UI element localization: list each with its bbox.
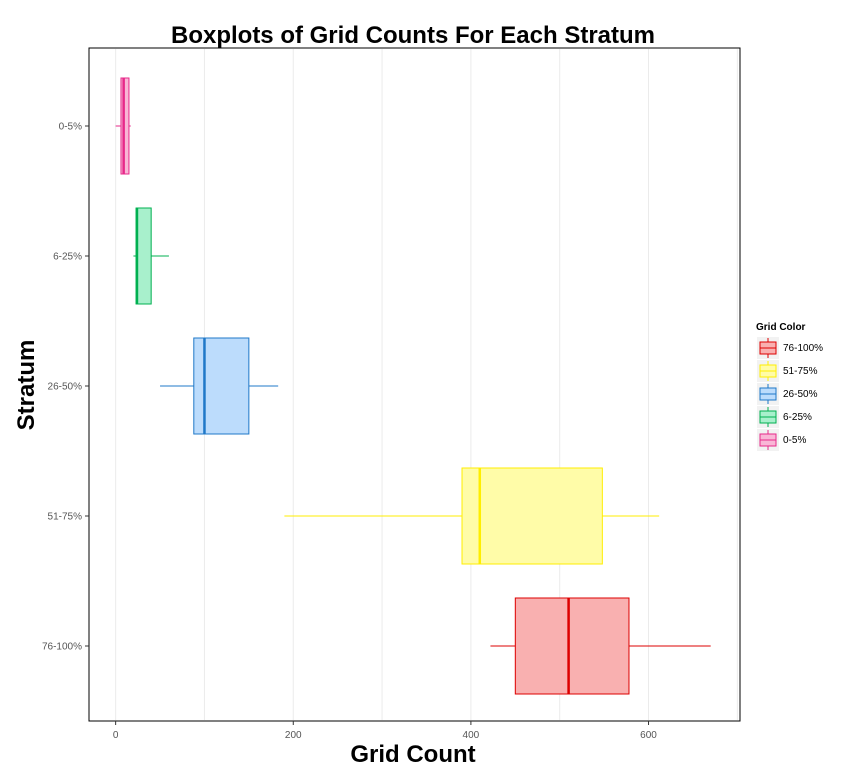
x-tick-label: 400 xyxy=(463,730,480,741)
x-axis-title: Grid Count xyxy=(350,741,475,768)
legend-item: 51-75% xyxy=(757,360,818,382)
y-tick-label: 51-75% xyxy=(48,512,83,523)
box-76-100% xyxy=(490,597,711,695)
box-iqr xyxy=(120,77,130,175)
chart-title: Boxplots of Grid Counts For Each Stratum xyxy=(171,22,655,49)
y-tick-label: 6-25% xyxy=(53,252,82,263)
legend: Grid Color 76-100% 51-75% 26-50% 6-25% 0-5% xyxy=(756,322,823,451)
x-tick-label: 0 xyxy=(113,730,119,741)
x-tick-label: 600 xyxy=(640,730,657,741)
legend-title: Grid Color xyxy=(756,322,806,333)
plot-panel xyxy=(88,47,741,722)
box-iqr xyxy=(461,467,603,565)
box-26-50% xyxy=(160,337,279,435)
legend-label: 0-5% xyxy=(783,435,806,446)
x-axis-ticks: 0 200 400 600 xyxy=(113,721,657,741)
legend-item: 0-5% xyxy=(757,429,806,451)
legend-label: 26-50% xyxy=(783,389,818,400)
legend-label: 6-25% xyxy=(783,412,812,423)
box-iqr xyxy=(193,337,250,435)
y-axis-ticks: 0-5% 6-25% 26-50% 51-75% 76-100% xyxy=(42,122,89,653)
box-6-25% xyxy=(133,207,169,305)
y-tick-label: 76-100% xyxy=(42,642,82,653)
y-axis-title: Stratum xyxy=(13,340,40,431)
legend-item: 6-25% xyxy=(757,406,812,428)
y-tick-label: 0-5% xyxy=(59,122,82,133)
box-iqr xyxy=(135,207,152,305)
box-0-5% xyxy=(115,77,131,175)
legend-item: 26-50% xyxy=(757,383,818,405)
gridlines xyxy=(115,49,738,720)
y-tick-label: 26-50% xyxy=(48,382,83,393)
boxes xyxy=(115,77,711,695)
box-51-75% xyxy=(284,467,660,565)
legend-item: 76-100% xyxy=(757,337,823,359)
box-iqr xyxy=(514,597,630,695)
x-tick-label: 200 xyxy=(285,730,302,741)
legend-label: 76-100% xyxy=(783,343,823,354)
legend-label: 51-75% xyxy=(783,366,818,377)
